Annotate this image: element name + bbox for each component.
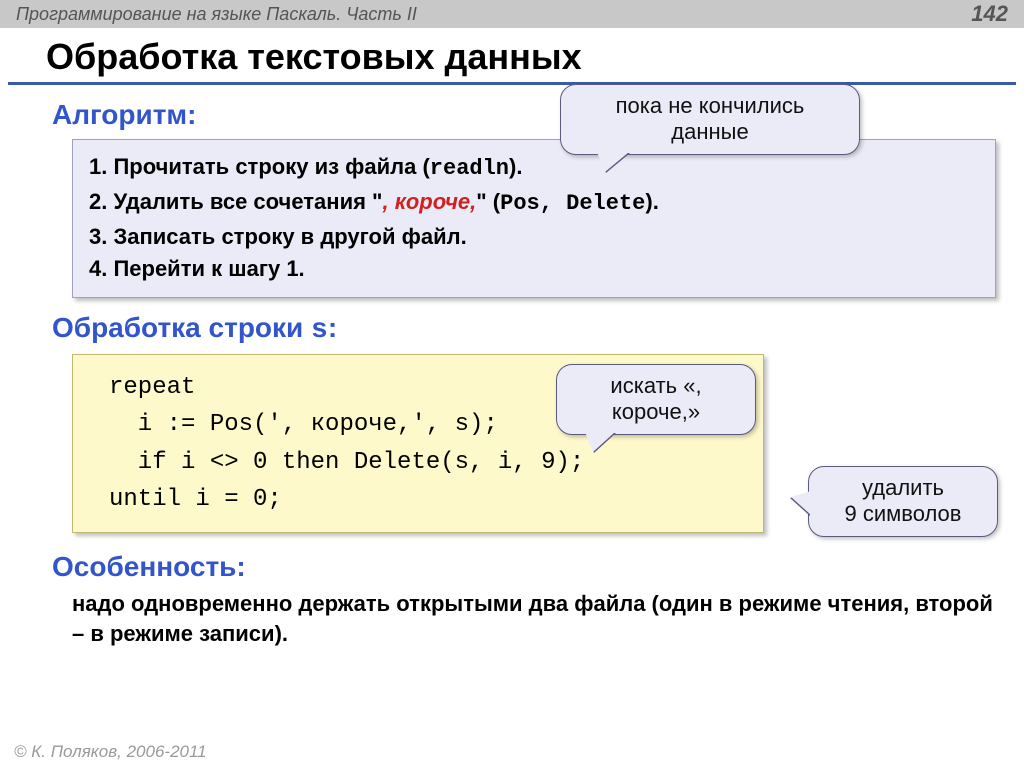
- page-number: 142: [971, 1, 1008, 27]
- callout-tail-icon: [791, 491, 811, 515]
- callout-tail-icon: [585, 432, 615, 452]
- algo-step-2-mono: Pos, Delete: [500, 191, 645, 216]
- algo-step-2a: 2. Удалить все сочетания ": [89, 189, 382, 214]
- algorithm-box: 1. Прочитать строку из файла (readln). 2…: [72, 139, 996, 298]
- callout-while-data-l1: пока не кончились: [616, 93, 805, 118]
- section-processing-heading: Обработка строки s:: [52, 312, 1024, 346]
- proc-heading-a: Обработка строки: [52, 312, 311, 343]
- proc-heading-b: :: [328, 312, 337, 343]
- proc-heading-var: s: [311, 315, 328, 346]
- algo-step-4-text: 4. Перейти к шагу 1.: [89, 256, 305, 281]
- page-title: Обработка текстовых данных: [8, 28, 1016, 85]
- callout-search-l1: искать «,: [610, 373, 701, 398]
- algo-step-1: 1. Прочитать строку из файла (readln).: [89, 152, 979, 185]
- callout-search-l2: короче,»: [612, 399, 700, 424]
- breadcrumb: Программирование на языке Паскаль. Часть…: [16, 4, 417, 25]
- callout-while-data: пока не кончились данные: [560, 84, 860, 155]
- algo-step-4: 4. Перейти к шагу 1.: [89, 254, 979, 285]
- feature-text: надо одновременно держать открытыми два …: [72, 589, 994, 648]
- code-line-4: until i = 0;: [109, 481, 743, 518]
- callout-while-data-l2: данные: [671, 119, 748, 144]
- callout-delete-l1: удалить: [862, 475, 944, 500]
- section-algorithm-heading: Алгоритм:: [52, 99, 1024, 131]
- algo-step-2c: ).: [645, 189, 658, 214]
- callout-tail-icon: [597, 152, 629, 172]
- algo-step-1-mono: readln: [430, 156, 509, 181]
- algo-step-1b: ).: [509, 154, 522, 179]
- algo-step-1a: 1. Прочитать строку из файла (: [89, 154, 430, 179]
- algo-step-3: 3. Записать строку в другой файл.: [89, 222, 979, 253]
- algo-step-2: 2. Удалить все сочетания ", короче," (Po…: [89, 187, 979, 220]
- callout-search: искать «, короче,»: [556, 364, 756, 435]
- algo-step-2b: " (: [476, 189, 500, 214]
- header-bar: Программирование на языке Паскаль. Часть…: [0, 0, 1024, 28]
- section-feature-heading: Особенность:: [52, 551, 1024, 583]
- algo-step-2-red: , короче,: [382, 189, 476, 214]
- algo-step-3-text: 3. Записать строку в другой файл.: [89, 224, 467, 249]
- code-line-3: if i <> 0 then Delete(s, i, 9);: [109, 444, 743, 481]
- callout-delete-l2: 9 символов: [845, 501, 962, 526]
- callout-delete: удалить 9 символов: [808, 466, 998, 537]
- copyright: © К. Поляков, 2006-2011: [14, 742, 207, 762]
